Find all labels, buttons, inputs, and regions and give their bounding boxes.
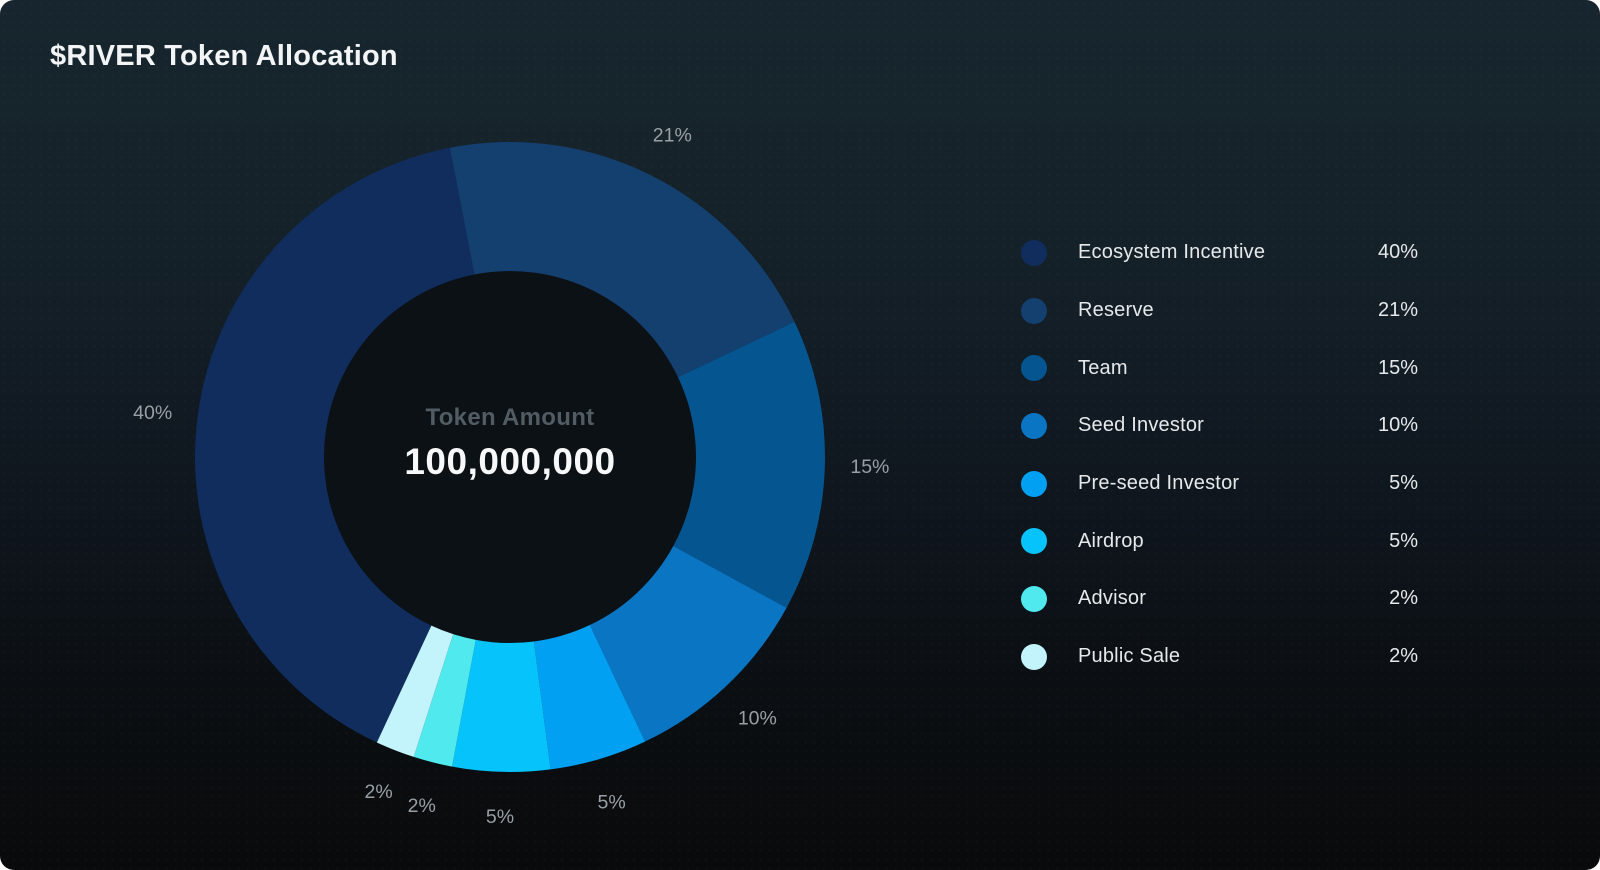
legend-swatch-icon bbox=[1021, 239, 1047, 266]
slice-label-5: 5% bbox=[486, 806, 514, 828]
page-title: $RIVER Token Allocation bbox=[50, 40, 398, 72]
slice-label-4: 5% bbox=[598, 791, 626, 813]
legend-swatch-icon bbox=[1021, 643, 1047, 670]
legend-swatch-icon bbox=[1021, 355, 1047, 382]
legend-label: Pre-seed Investor bbox=[1078, 472, 1240, 495]
slice-label-6: 2% bbox=[408, 795, 436, 817]
donut-segment-3 bbox=[589, 546, 787, 742]
donut-segment-7 bbox=[376, 625, 454, 757]
legend-value: 15% bbox=[1377, 356, 1418, 379]
legend-item-5: Airdrop 5% bbox=[1021, 512, 1418, 570]
slice-label-3: 10% bbox=[738, 708, 777, 730]
legend-label: Airdrop bbox=[1078, 529, 1144, 552]
legend-item-0: Ecosystem Incentive 40% bbox=[1021, 224, 1418, 282]
legend-swatch-icon bbox=[1021, 297, 1047, 324]
legend-value: 10% bbox=[1377, 414, 1418, 437]
legend-label: Public Sale bbox=[1078, 645, 1181, 668]
legend-swatch-icon bbox=[1021, 470, 1047, 497]
donut-hole bbox=[324, 271, 696, 643]
legend-label: Seed Investor bbox=[1078, 414, 1205, 437]
legend-label: Advisor bbox=[1078, 587, 1147, 610]
legend-item-7: Public Sale 2% bbox=[1021, 628, 1418, 686]
donut-segment-4 bbox=[533, 625, 646, 770]
legend-label: Ecosystem Incentive bbox=[1078, 241, 1266, 264]
legend-value: 2% bbox=[1389, 587, 1418, 610]
donut-chart-svg: 40% 21% 15% 10% 5% 5% 2% 2% bbox=[133, 125, 889, 828]
donut-segment-1 bbox=[449, 142, 795, 378]
legend-swatch-icon bbox=[1021, 528, 1047, 555]
slice-label-7: 2% bbox=[365, 781, 393, 803]
legend-swatch-icon bbox=[1021, 585, 1047, 612]
donut-segment-2 bbox=[673, 321, 825, 608]
legend-value: 2% bbox=[1389, 645, 1418, 668]
donut-chart: 40% 21% 15% 10% 5% 5% 2% 2% bbox=[120, 67, 900, 847]
legend-value: 40% bbox=[1377, 241, 1418, 264]
legend: Ecosystem Incentive 40% Reserve 21% Team 15% S… bbox=[1021, 224, 1418, 686]
legend-swatch-icon bbox=[1021, 412, 1047, 439]
legend-value: 21% bbox=[1377, 299, 1418, 322]
slice-label-1: 21% bbox=[653, 125, 692, 147]
legend-value: 5% bbox=[1389, 472, 1418, 495]
legend-item-2: Team 15% bbox=[1021, 339, 1418, 397]
legend-item-6: Advisor 2% bbox=[1021, 570, 1418, 628]
slice-label-0: 40% bbox=[133, 402, 172, 424]
legend-item-1: Reserve 21% bbox=[1021, 282, 1418, 340]
legend-label: Reserve bbox=[1078, 299, 1154, 322]
legend-item-3: Seed Investor 10% bbox=[1021, 397, 1418, 455]
donut-segment-5 bbox=[452, 639, 551, 772]
donut-segment-0 bbox=[194, 147, 475, 743]
legend-label: Team bbox=[1078, 356, 1128, 379]
legend-item-4: Pre-seed Investor 5% bbox=[1021, 455, 1418, 513]
slice-label-2: 15% bbox=[850, 456, 889, 478]
donut-segment-6 bbox=[413, 634, 476, 767]
legend-value: 5% bbox=[1389, 529, 1418, 552]
